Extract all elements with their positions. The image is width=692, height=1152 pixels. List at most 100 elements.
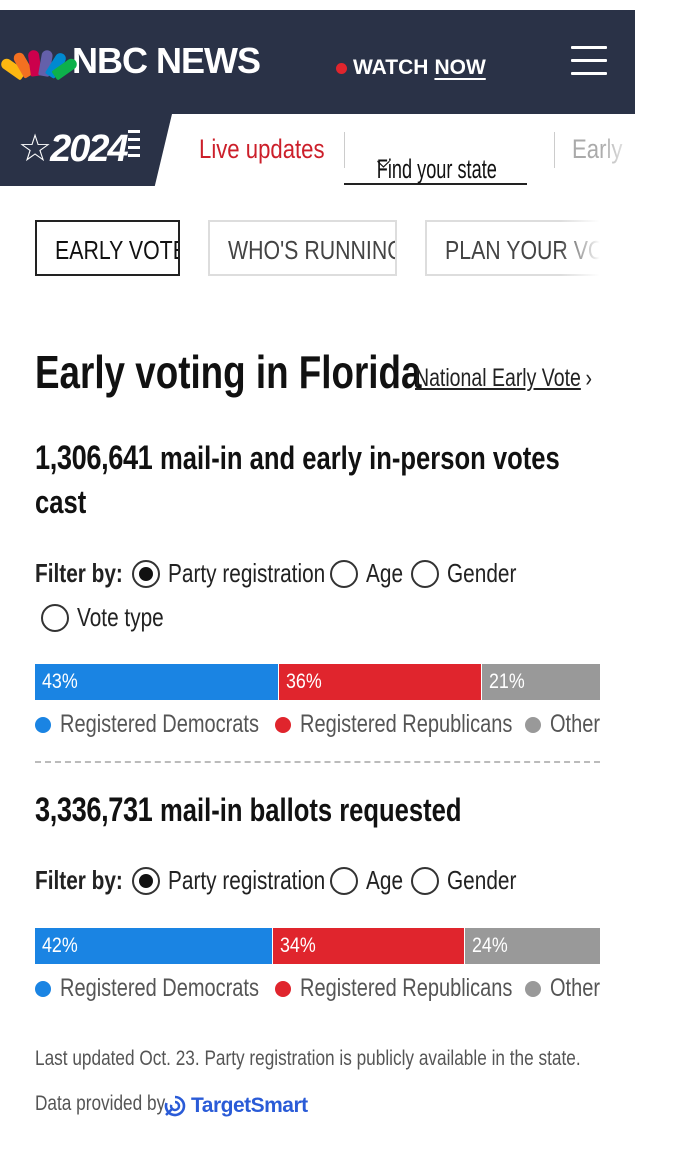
- watch-now-label: NOW: [434, 56, 486, 79]
- filter-label: Filter by:: [35, 865, 123, 895]
- top-navbar: NBC NEWS WATCH NOW: [0, 10, 635, 114]
- ballots-requested-heading: 3,336,731 mail-in ballots requested: [35, 788, 595, 832]
- legend-label: Other: [550, 974, 601, 1002]
- legend-dot-icon: [35, 716, 51, 733]
- star-year-label: ☆2024: [18, 128, 129, 170]
- bar-segment-other: 21%: [481, 664, 600, 700]
- legend-label: Registered Democrats: [60, 710, 259, 738]
- radio-selected-icon[interactable]: [132, 559, 160, 588]
- filter-party-registration[interactable]: Party registration: [132, 558, 365, 589]
- legend-1: Registered Democrats Registered Republica…: [35, 710, 635, 744]
- votes-cast-count: 1,306,641: [35, 439, 153, 477]
- ballots-requested-caption: mail-in ballots requested: [159, 792, 462, 828]
- national-link-label: National Early Vote: [415, 364, 581, 392]
- tab-early-vote[interactable]: EARLY VOTE: [35, 220, 180, 276]
- legend-label: Other: [550, 710, 601, 738]
- filter-option-label: Gender: [447, 558, 517, 588]
- votes-cast-caption: mail-in and early in-person votes cast: [35, 440, 560, 520]
- nav-fade-overlay: [600, 114, 692, 186]
- filter-gender[interactable]: Gender: [411, 865, 534, 896]
- tab-label: WHO'S RUNNING: [228, 235, 397, 265]
- legend-2: Registered Democrats Registered Republica…: [35, 974, 635, 1008]
- legend-label: Registered Republicans: [300, 974, 513, 1002]
- filter-label: Filter by:: [35, 558, 123, 588]
- filter-option-label: Party registration: [168, 865, 326, 895]
- chevron-right-icon: ›: [585, 364, 593, 392]
- legend-item: Other: [525, 710, 613, 739]
- legend-dot-icon: [275, 716, 291, 733]
- filter-option-label: Party registration: [168, 558, 326, 588]
- tab-label: EARLY VOTE: [55, 235, 180, 265]
- filter-vote-type[interactable]: Vote type: [41, 602, 185, 633]
- nav-live-updates[interactable]: Live updates: [199, 134, 325, 164]
- legend-dot-icon: [525, 980, 541, 997]
- legend-dot-icon: [35, 980, 51, 997]
- ballots-requested-count: 3,336,731: [35, 791, 153, 829]
- filter-option-label: Age: [366, 865, 404, 895]
- bar-value-label: 42%: [42, 934, 78, 957]
- legend-item: Registered Republicans: [275, 710, 565, 739]
- watch-now-link[interactable]: WATCH NOW: [336, 56, 486, 80]
- legend-label: Registered Republicans: [300, 710, 513, 738]
- filter-option-label: Gender: [447, 865, 517, 895]
- filter-party-registration[interactable]: Party registration: [132, 865, 365, 896]
- nbc-news-logo[interactable]: NBC NEWS: [0, 40, 261, 82]
- radio-icon[interactable]: [330, 559, 358, 588]
- bar-segment-registered-republicans: 34%: [272, 928, 465, 964]
- targetsmart-icon: [164, 1095, 186, 1117]
- legend-dot-icon: [525, 716, 541, 733]
- filter-option-label: Age: [366, 558, 404, 588]
- election-subnav: ☆2024 Live updates Find your state ﹀ Ear…: [0, 114, 692, 186]
- votes-cast-heading: 1,306,641 mail-in and early in-person vo…: [35, 436, 595, 524]
- bar-segment-registered-democrats: 42%: [35, 928, 273, 964]
- last-updated-note: Last updated Oct. 23. Party registration…: [35, 1047, 581, 1070]
- brand-name: NBC NEWS: [72, 40, 261, 81]
- bar-value-label: 43%: [42, 670, 78, 693]
- stripes-icon: [128, 130, 140, 162]
- radio-icon[interactable]: [411, 866, 439, 895]
- election-2024-badge[interactable]: ☆2024: [0, 114, 172, 186]
- filter-gender[interactable]: Gender: [411, 558, 534, 589]
- party-registration-bar-2: 42% 34% 24%: [35, 928, 600, 964]
- provider-name: TargetSmart: [191, 1094, 308, 1117]
- radio-selected-icon[interactable]: [132, 866, 160, 895]
- section-divider: [35, 761, 600, 763]
- national-early-vote-link[interactable]: National Early Vote ›: [415, 364, 592, 393]
- page-title: Early voting in Florida: [35, 346, 422, 398]
- bar-value-label: 36%: [285, 670, 322, 693]
- targetsmart-logo[interactable]: TargetSmart: [163, 1094, 308, 1118]
- legend-label: Registered Democrats: [60, 974, 259, 1002]
- filter-group-2: Filter by: Party registration Age Gender: [35, 865, 635, 899]
- find-state-label: Find your state: [376, 154, 497, 184]
- bar-value-label: 24%: [472, 934, 509, 957]
- legend-item: Registered Democrats: [35, 710, 309, 739]
- nav-find-your-state[interactable]: Find your state ﹀: [344, 114, 527, 185]
- peacock-icon: [0, 44, 79, 81]
- filter-option-label: Vote type: [77, 602, 164, 632]
- legend-item: Registered Republicans: [275, 974, 565, 1003]
- bar-segment-registered-democrats: 43%: [35, 664, 278, 700]
- hamburger-menu-icon[interactable]: [571, 46, 607, 78]
- legend-item: Registered Democrats: [35, 974, 309, 1003]
- nav-divider: [344, 132, 345, 168]
- bar-value-label: 34%: [280, 934, 317, 957]
- legend-item: Other: [525, 974, 613, 1003]
- chevron-down-icon: ﹀: [376, 160, 391, 182]
- party-registration-bar-1: 43% 36% 21%: [35, 664, 600, 700]
- filter-age[interactable]: Age: [330, 558, 412, 589]
- bar-value-label: 21%: [489, 670, 526, 693]
- radio-icon[interactable]: [330, 866, 358, 895]
- tabs-fade-overlay: [560, 216, 692, 280]
- radio-icon[interactable]: [41, 603, 69, 632]
- bar-segment-other: 24%: [464, 928, 600, 964]
- legend-dot-icon: [275, 980, 291, 997]
- bar-segment-registered-republicans: 36%: [277, 664, 482, 700]
- filter-group-1: Filter by: Party registration Age Gender…: [35, 558, 635, 632]
- data-provided-label: Data provided by: [35, 1092, 166, 1115]
- live-dot-icon: [336, 62, 347, 74]
- radio-icon[interactable]: [411, 559, 439, 588]
- watch-label: WATCH: [353, 56, 429, 79]
- nav-divider: [554, 132, 555, 168]
- tab-whos-running[interactable]: WHO'S RUNNING: [208, 220, 397, 276]
- filter-age[interactable]: Age: [330, 865, 412, 896]
